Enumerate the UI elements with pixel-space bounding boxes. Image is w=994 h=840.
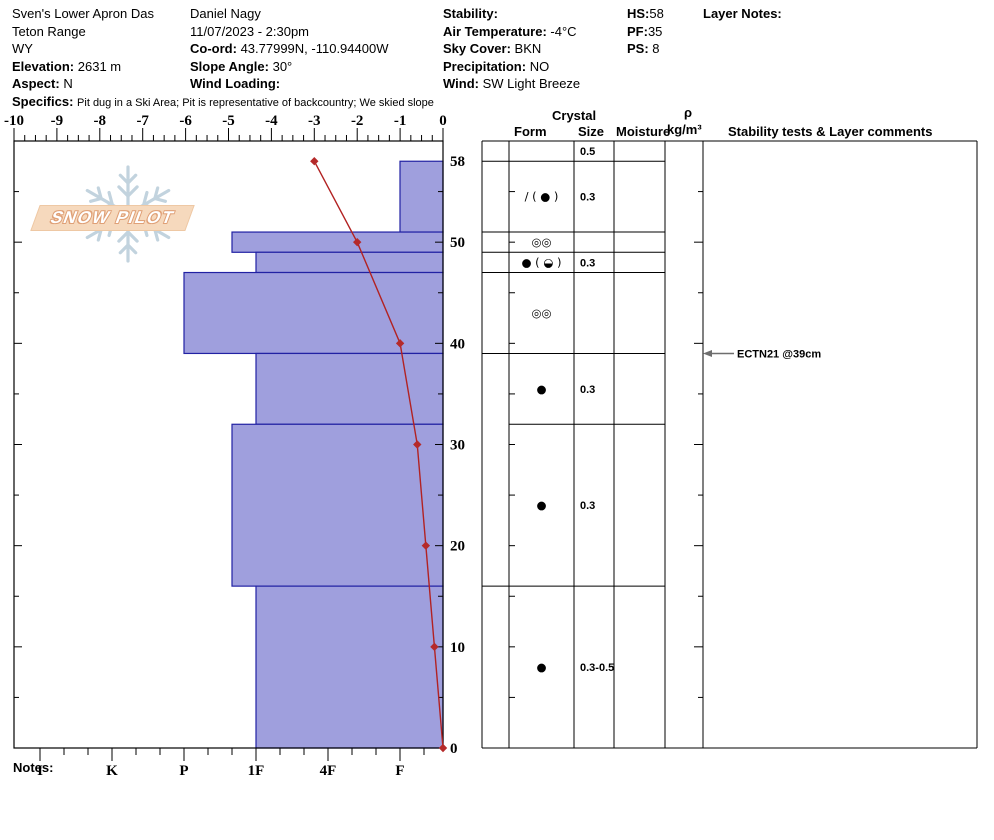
crystal-form-symbol: ◎◎ bbox=[531, 235, 551, 249]
svg-text:-4: -4 bbox=[265, 113, 278, 129]
pf-value: PF:35 bbox=[627, 23, 663, 39]
svg-text:-9: -9 bbox=[51, 113, 64, 129]
svg-text:P: P bbox=[179, 763, 188, 779]
wind: Wind: SW Light Breeze bbox=[443, 76, 581, 91]
svg-text:I: I bbox=[37, 763, 43, 779]
depth-axis: 58 50 40 30 20 10 0 bbox=[14, 154, 465, 757]
layer-bar bbox=[255, 352, 444, 425]
site-range: Teton Range bbox=[12, 23, 86, 39]
svg-text:50: 50 bbox=[450, 235, 465, 251]
svg-text:-2: -2 bbox=[351, 113, 364, 129]
crystal-form-symbol: ◎◎ bbox=[531, 306, 551, 320]
ps-value: PS: 8 bbox=[627, 41, 660, 56]
crystal-form-symbol: ● bbox=[536, 382, 546, 396]
svg-text:4F: 4F bbox=[320, 763, 337, 779]
density-symbol-header: ρ bbox=[684, 105, 693, 120]
svg-text:-1: -1 bbox=[394, 113, 407, 129]
svg-text:-10: -10 bbox=[4, 113, 24, 129]
crystal-size-value: 0.3-0.5 bbox=[580, 662, 614, 674]
stability-test-annotations: ECTN21 @39cm bbox=[703, 348, 821, 360]
temperature-point bbox=[395, 339, 405, 348]
air-temperature: Air Temperature: -4°C bbox=[443, 23, 577, 39]
coordinates: Co-ord: 43.77999N, -110.94400W bbox=[190, 41, 389, 56]
observer-name: Daniel Nagy bbox=[190, 6, 261, 21]
crystal-form-symbol: / ( ● ) bbox=[525, 190, 559, 204]
layer-notes-label: Layer Notes: bbox=[703, 6, 782, 21]
layer-bar bbox=[255, 251, 444, 274]
wind-loading: Wind Loading: bbox=[190, 76, 281, 91]
crystal-size-value: 0.3 bbox=[580, 257, 595, 269]
snow-height: HS:58 bbox=[627, 6, 664, 21]
test-arrow-icon bbox=[703, 349, 712, 357]
temperature-point bbox=[421, 541, 431, 550]
observation-datetime: 11/07/2023 - 2:30pm bbox=[190, 23, 310, 39]
moisture-header: Moisture bbox=[616, 124, 671, 139]
precipitation: Precipitation: NO bbox=[443, 58, 550, 74]
layer-bar bbox=[231, 231, 444, 253]
crystal-header: Crystal bbox=[552, 108, 597, 123]
svg-text:K: K bbox=[106, 763, 118, 779]
svg-text:40: 40 bbox=[450, 336, 465, 352]
layer-bar bbox=[255, 585, 444, 749]
size-header: Size bbox=[578, 124, 605, 139]
svg-text:0: 0 bbox=[450, 741, 458, 757]
site-elevation: Elevation: 2631 m bbox=[12, 58, 122, 74]
site-aspect: Aspect: N bbox=[12, 76, 73, 91]
stability-tests-header: Stability tests & Layer comments bbox=[728, 124, 933, 139]
header-site-column: Sven's Lower Apron Das Teton Range WY El… bbox=[12, 5, 154, 93]
temperature-axis: -10 -9 -8 -7 -6 -5 -4 -3 -2 -1 0 bbox=[4, 113, 447, 141]
temperature-profile bbox=[310, 157, 448, 753]
svg-text:-8: -8 bbox=[94, 113, 107, 129]
layer-table-cells: 0.5 / ( ● ) 0.3 ◎◎ ● ( ◒ ) 0.3 ◎◎ ● 0.3 ● 0.3 ● 0.3-… bbox=[521, 146, 614, 674]
crystal-form-symbol: ● ( ◒ ) bbox=[521, 255, 561, 269]
density-units-header: kg/m³ bbox=[667, 122, 702, 137]
specifics-line: Specifics: Pit dug in a Ski Area; Pit is… bbox=[12, 94, 434, 109]
layer-bar bbox=[399, 160, 444, 233]
snowpilot-logo-text: SNOW PILOT bbox=[47, 208, 178, 227]
crystal-size-value: 0.3 bbox=[580, 192, 595, 204]
svg-text:20: 20 bbox=[450, 539, 465, 555]
header-summary-column: HS:58 PF:35 PS: 8 bbox=[627, 5, 664, 58]
hardness-axis: I K P 1F 4F F bbox=[37, 748, 425, 779]
header-conditions-column: Stability: Air Temperature: -4°C Sky Cov… bbox=[443, 5, 580, 93]
svg-text:30: 30 bbox=[450, 438, 465, 454]
header-observer-column: Daniel Nagy 11/07/2023 - 2:30pm Co-ord: … bbox=[190, 5, 388, 93]
temperature-point bbox=[353, 237, 362, 247]
layer-bar bbox=[231, 423, 444, 587]
snowpilot-logo-banner: SNOW PILOT bbox=[30, 205, 195, 231]
svg-text:-7: -7 bbox=[136, 113, 149, 129]
crystal-size-value: 0.5 bbox=[580, 146, 595, 158]
temperature-point bbox=[413, 440, 422, 449]
crystal-size-value: 0.3 bbox=[580, 500, 595, 512]
svg-text:1F: 1F bbox=[248, 763, 265, 779]
site-name: Sven's Lower Apron Das bbox=[12, 6, 154, 21]
sky-cover: Sky Cover: BKN bbox=[443, 41, 542, 56]
layer-bar bbox=[183, 271, 444, 355]
svg-text:10: 10 bbox=[450, 640, 465, 656]
temperature-point bbox=[438, 743, 448, 753]
svg-text:-6: -6 bbox=[179, 113, 192, 129]
svg-text:58: 58 bbox=[450, 154, 465, 170]
svg-text:-3: -3 bbox=[308, 113, 321, 129]
crystal-form-symbol: ● bbox=[536, 660, 546, 674]
svg-text:F: F bbox=[395, 763, 404, 779]
form-header: Form bbox=[514, 124, 547, 139]
svg-text:0: 0 bbox=[439, 113, 447, 129]
hardness-bars bbox=[183, 160, 444, 749]
stability-test-label: ECTN21 @39cm bbox=[737, 348, 821, 360]
svg-text:-5: -5 bbox=[222, 113, 235, 129]
site-state: WY bbox=[12, 41, 33, 56]
stability-field: Stability: bbox=[443, 6, 498, 21]
layer-table bbox=[481, 140, 978, 749]
temperature-point bbox=[430, 642, 439, 652]
header-layer-notes-column: Layer Notes: bbox=[703, 5, 782, 23]
crystal-form-symbol: ● bbox=[536, 498, 546, 512]
temperature-point bbox=[310, 157, 319, 166]
crystal-size-value: 0.3 bbox=[580, 384, 595, 396]
slope-angle: Slope Angle: 30° bbox=[190, 58, 293, 74]
notes-label: Notes: bbox=[13, 760, 54, 775]
